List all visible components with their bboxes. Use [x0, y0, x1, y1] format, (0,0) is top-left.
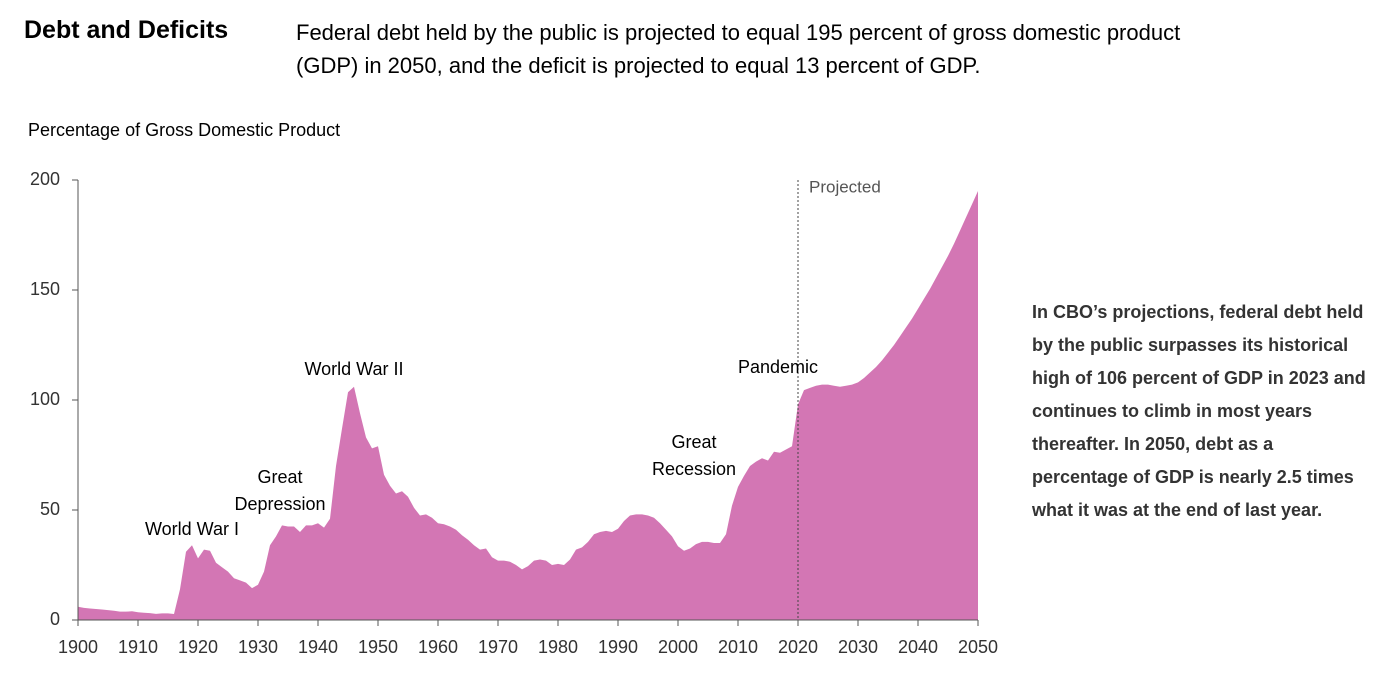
annotation: Recession	[652, 459, 736, 479]
projection-label: Projected	[809, 177, 881, 196]
x-tick-label: 1930	[238, 637, 278, 657]
y-tick-label: 50	[40, 499, 60, 519]
annotation: Depression	[234, 494, 325, 514]
x-tick-label: 1950	[358, 637, 398, 657]
chart-title: Debt and Deficits	[24, 16, 229, 44]
annotation: Great	[671, 432, 716, 452]
annotation: Pandemic	[738, 357, 818, 377]
chart: Percentage of Gross Domestic Product 0 50…	[28, 120, 998, 657]
y-tick-label: 0	[50, 609, 60, 629]
debt-area	[78, 191, 978, 620]
y-tick-label: 150	[30, 279, 60, 299]
y-tick-label: 200	[30, 169, 60, 189]
chart-subtitle: Federal debt held by the public is proje…	[296, 20, 1181, 78]
annotation: World War II	[304, 359, 403, 379]
annotation: Great	[257, 467, 302, 487]
y-tick-label: 100	[30, 389, 60, 409]
x-tick-label: 1910	[118, 637, 158, 657]
x-tick-label: 2030	[838, 637, 878, 657]
x-tick-label: 1990	[598, 637, 638, 657]
x-tick-label: 2050	[958, 637, 998, 657]
x-tick-label: 1940	[298, 637, 338, 657]
x-tick-label: 1960	[418, 637, 458, 657]
x-tick-label: 2040	[898, 637, 938, 657]
x-tick-label: 1920	[178, 637, 218, 657]
y-axis-label: Percentage of Gross Domestic Product	[28, 120, 340, 140]
x-tick-label: 1980	[538, 637, 578, 657]
x-tick-label: 2010	[718, 637, 758, 657]
x-tick-label: 2000	[658, 637, 698, 657]
x-tick-label: 1970	[478, 637, 518, 657]
x-tick-label: 1900	[58, 637, 98, 657]
annotation: World War I	[145, 519, 239, 539]
x-tick-label: 2020	[778, 637, 818, 657]
side-note: In CBO’s projections, federal debt held …	[1032, 302, 1366, 520]
